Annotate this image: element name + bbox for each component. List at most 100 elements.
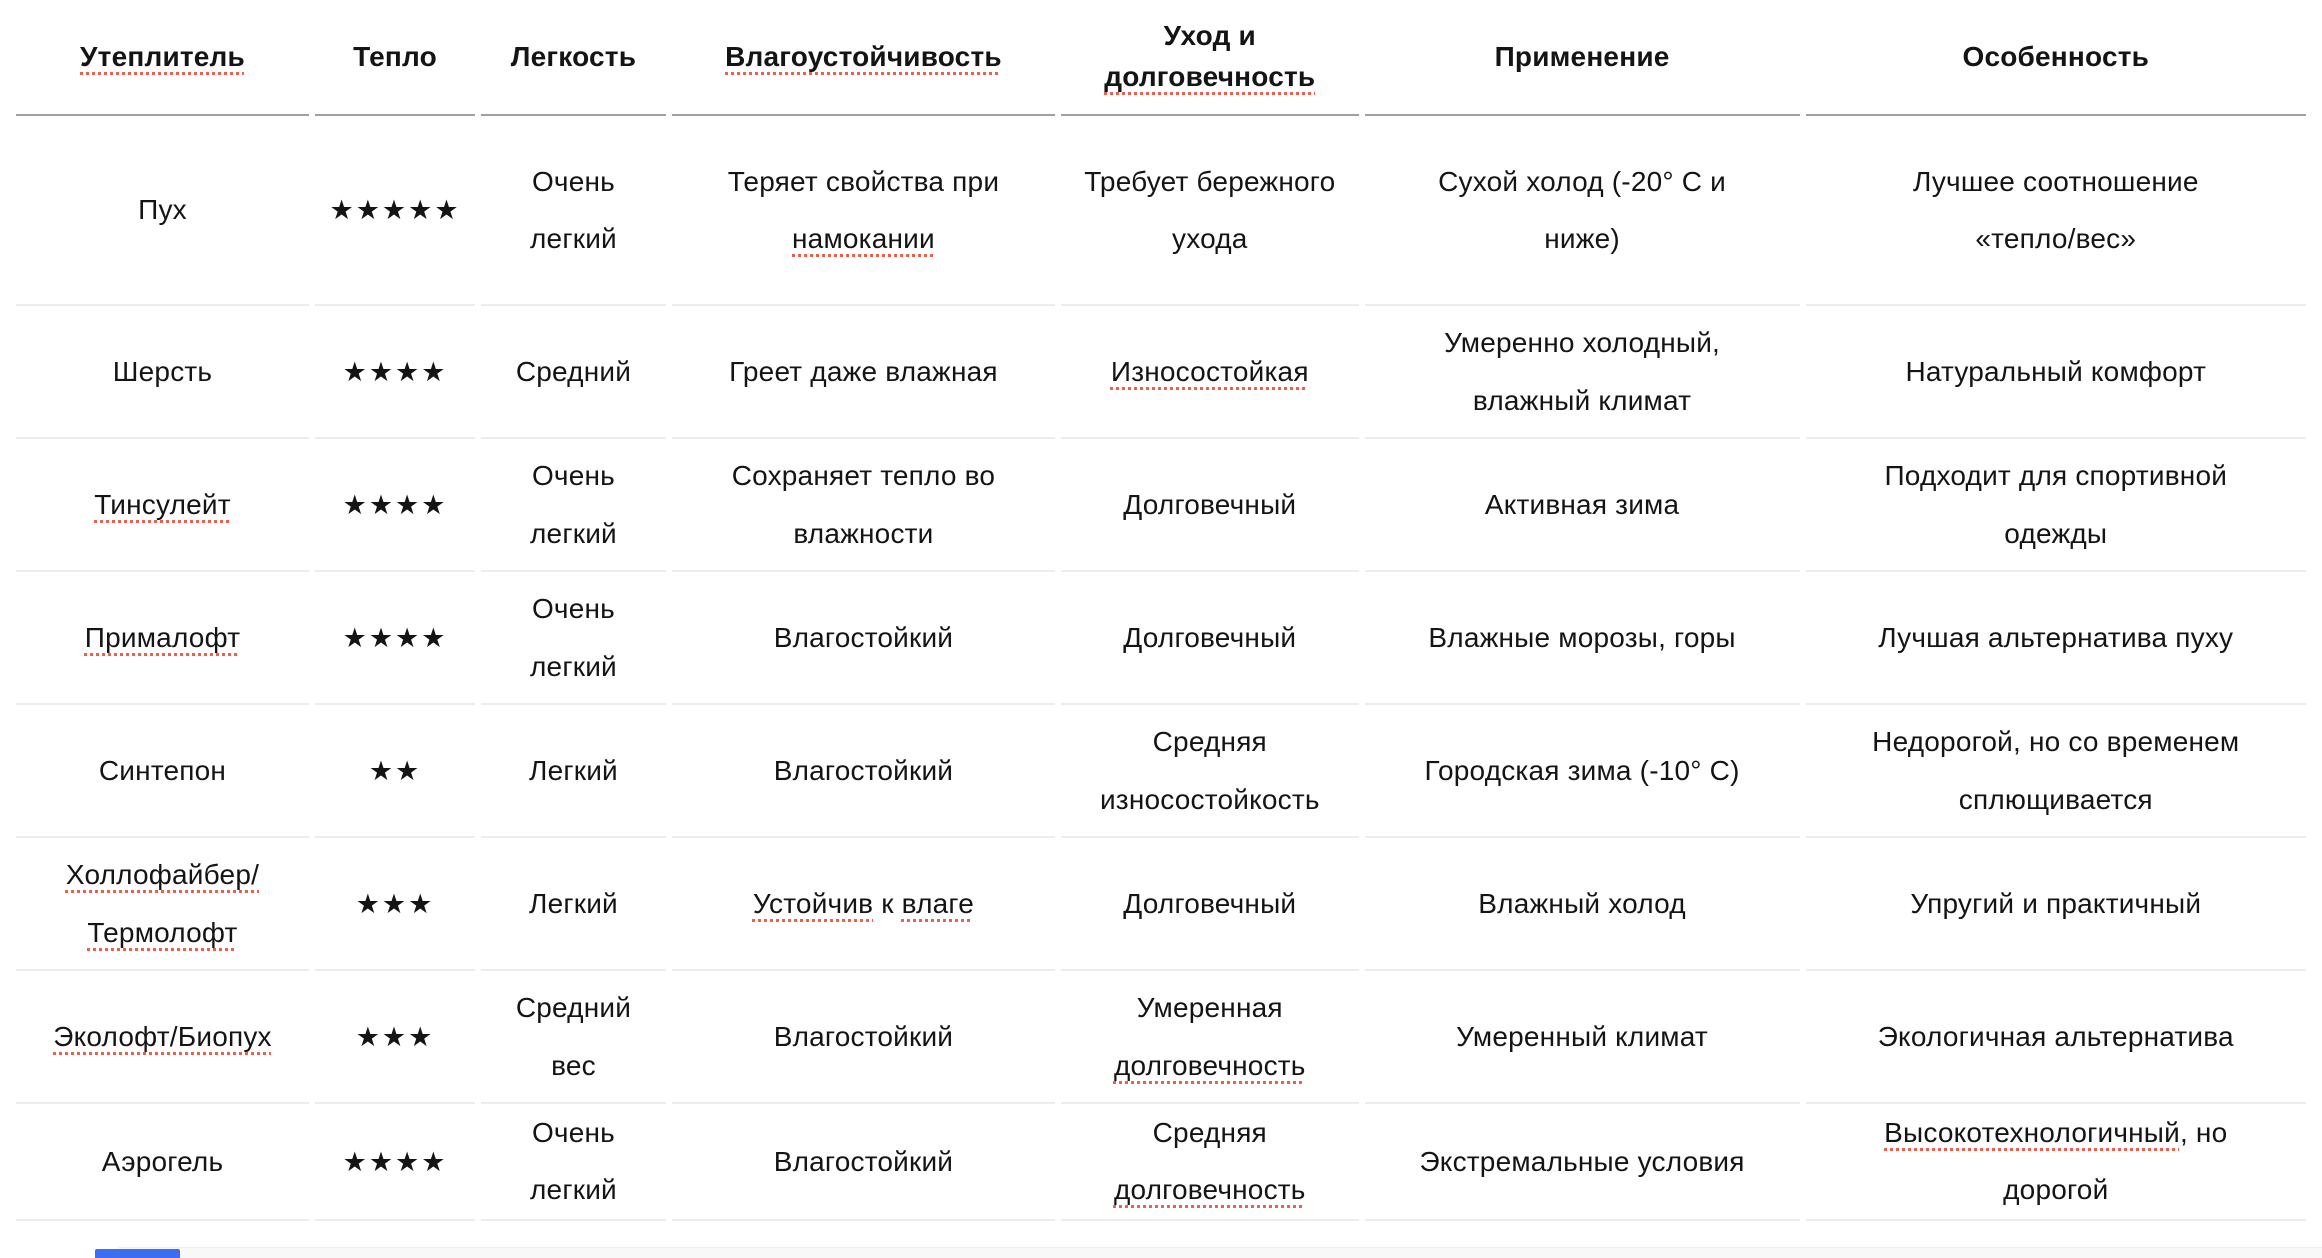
text-run: Долговечный (1123, 488, 1297, 520)
cell-moisture-resistance: Теряет свойства при намокании (671, 116, 1056, 306)
star-rating-icon: ★★★★ (342, 1146, 448, 1177)
table-row: Тинсулейт ★★★★ Очень легкий Сохраняет тепло… (16, 439, 2306, 572)
text-run: Аэрогель (101, 1145, 224, 1177)
cell-warmth-rating: ★★★★ (315, 1104, 476, 1221)
column-header-moisture: Влагоустойчивость (671, 0, 1056, 116)
text-run: Влагостойкий (773, 621, 954, 653)
cell-moisture-resistance: Устойчив к влаге (671, 838, 1056, 971)
cell-feature: Лучшее соотношение «тепло/вес» (1805, 116, 2306, 306)
cell-insulation-name: Эколофт/Биопух (16, 971, 310, 1104)
cell-lightness: Средний (481, 306, 666, 439)
cell-care-durability: Умеренная долговечность (1061, 971, 1359, 1104)
text-run: Сухой холод (-20° C и ниже) (1438, 165, 1726, 254)
column-header-feature: Особенность (1805, 0, 2306, 116)
cell-care-durability: Средняя долговечность (1061, 1104, 1359, 1221)
cell-application: Влажные морозы, горы (1364, 572, 1800, 705)
misspelled-text: Утеплитель (80, 40, 245, 72)
table-row: Прималофт ★★★★ Очень легкий Влагостойкий Дол… (16, 572, 2306, 705)
cell-insulation-name: Пух (16, 116, 310, 306)
cell-lightness: Очень легкий (481, 572, 666, 705)
star-rating-icon: ★★★★★ (329, 195, 461, 226)
cell-moisture-resistance: Влагостойкий (671, 1104, 1056, 1221)
column-header-lightness: Легкость (481, 0, 666, 116)
cell-warmth-rating: ★★★★ (315, 572, 476, 705)
cell-moisture-resistance: Сохраняет тепло во влажности (671, 439, 1056, 572)
misspelled-text: долговечность (1104, 61, 1316, 92)
text-run: Легкий (529, 754, 618, 786)
cell-moisture-resistance: Влагостойкий (671, 705, 1056, 838)
table-row: Пух ★★★★★ Очень легкий Теряет свойства при … (16, 116, 2306, 306)
cell-moisture-resistance: Влагостойкий (671, 572, 1056, 705)
misspelled-text: влаге (901, 887, 974, 919)
cell-feature: Лучшая альтернатива пуху (1805, 572, 2306, 705)
text-run: Легкость (510, 40, 637, 72)
misspelled-text: намокании (792, 223, 935, 254)
text-run: Умеренная (1136, 992, 1283, 1024)
text-run: Недорогой, но со временем сплющивается (1872, 726, 2240, 815)
cell-lightness: Средний вес (481, 971, 666, 1104)
cell-care-durability: Требует бережного ухода (1061, 116, 1359, 306)
partial-blue-element[interactable] (95, 1249, 180, 1258)
cell-application: Умеренный климат (1364, 971, 1800, 1104)
cell-feature: Подходит для спортивной одежды (1805, 439, 2306, 572)
cell-lightness: Очень легкий (481, 1104, 666, 1221)
text-run: Легкий (529, 887, 618, 919)
column-header-warmth: Тепло (315, 0, 476, 116)
text-run: Шерсть (112, 355, 213, 387)
misspelled-text: Холлофайбер/ (65, 859, 260, 891)
cell-feature: Недорогой, но со временем сплющивается (1805, 705, 2306, 838)
table-row: Аэрогель ★★★★ Очень легкий Влагостойкий Сред… (16, 1104, 2306, 1221)
text-run: Подходит для спортивной одежды (1884, 460, 2228, 549)
misspelled-text: Термолофт (87, 916, 238, 948)
text-run: Очень легкий (530, 165, 617, 254)
text-run: Экологичная альтернатива (1877, 1020, 2234, 1052)
table-row: Шерсть ★★★★ Средний Греет даже влажная Износ… (16, 306, 2306, 439)
cell-care-durability: Средняя износостойкость (1061, 705, 1359, 838)
cell-application: Городская зима (-10° C) (1364, 705, 1800, 838)
misspelled-text: Устойчив (752, 887, 874, 919)
column-header-care: Уход и долговечность (1061, 0, 1359, 116)
cell-insulation-name: Аэрогель (16, 1104, 310, 1221)
misspelled-text: Эколофт/Биопух (53, 1020, 272, 1052)
insulation-comparison-container: Утеплитель Тепло Легкость Влагоустойчивость… (16, 0, 2306, 1221)
table-row: Синтепон ★★ Легкий Влагостойкий Средняя изно… (16, 705, 2306, 838)
text-run: Городская зима (-10° C) (1424, 754, 1740, 786)
star-rating-icon: ★★★ (355, 1021, 435, 1052)
cell-feature: Высокотехнологичный, но дорогой (1805, 1104, 2306, 1221)
cell-warmth-rating: ★★★★ (315, 306, 476, 439)
header-row: Утеплитель Тепло Легкость Влагоустойчивость… (16, 0, 2306, 116)
cell-insulation-name: Прималофт (16, 572, 310, 705)
cell-feature: Натуральный комфорт (1805, 306, 2306, 439)
table-header: Утеплитель Тепло Легкость Влагоустойчивость… (16, 0, 2306, 116)
text-run: Требует бережного ухода (1084, 165, 1336, 254)
cell-insulation-name: Тинсулейт (16, 439, 310, 572)
text-run: Очень легкий (530, 460, 617, 549)
cell-warmth-rating: ★★★★ (315, 439, 476, 572)
cell-moisture-resistance: Греет даже влажная (671, 306, 1056, 439)
text-run: , но дорогой (2003, 1117, 2228, 1206)
misspelled-text: Влагоустойчивость (725, 40, 1002, 72)
misspelled-text: Высокотехнологичный (1884, 1117, 2180, 1148)
text-run: к (873, 887, 902, 919)
cell-feature: Экологичная альтернатива (1805, 971, 2306, 1104)
star-rating-icon: ★★ (368, 755, 422, 786)
text-run: Средний вес (515, 992, 632, 1081)
cell-application: Влажный холод (1364, 838, 1800, 971)
cell-care-durability: Долговечный (1061, 439, 1359, 572)
text-run: Долговечный (1123, 621, 1297, 653)
text-run: Пух (138, 194, 187, 226)
cell-warmth-rating: ★★★★★ (315, 116, 476, 306)
star-rating-icon: ★★★★ (342, 489, 448, 520)
star-rating-icon: ★★★ (355, 888, 435, 919)
cell-care-durability: Долговечный (1061, 572, 1359, 705)
text-run: Очень легкий (530, 1117, 617, 1206)
text-run: Средняя износостойкость (1099, 726, 1320, 815)
misspelled-text: Прималофт (84, 621, 241, 653)
star-rating-icon: ★★★★ (342, 622, 448, 653)
table-body: Пух ★★★★★ Очень легкий Теряет свойства при … (16, 116, 2306, 1221)
text-run: Теряет свойства при (727, 165, 1000, 197)
cell-insulation-name: Холлофайбер/Термолофт (16, 838, 310, 971)
text-run: Влагостойкий (773, 754, 954, 786)
text-run: Синтепон (98, 754, 227, 786)
text-run: Долговечный (1123, 887, 1297, 919)
